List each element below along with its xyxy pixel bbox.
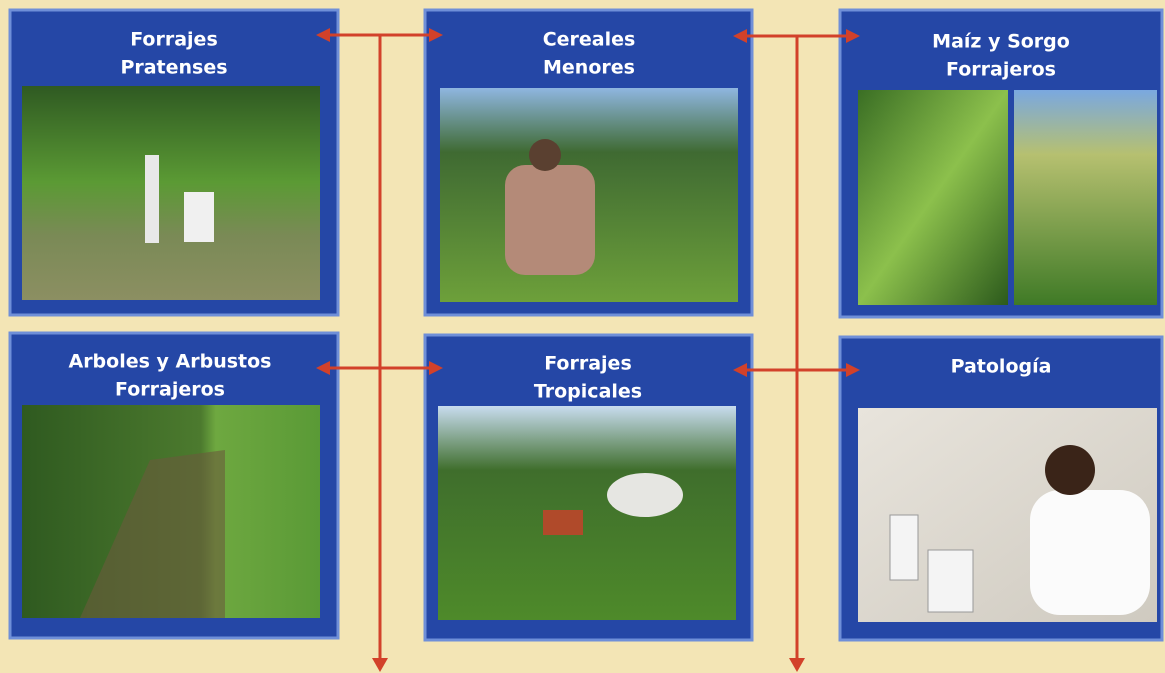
photo-figure xyxy=(145,155,159,243)
photo-figure xyxy=(505,165,595,275)
panel: Patología xyxy=(840,337,1162,640)
photo-figure xyxy=(890,515,918,580)
panel: Arboles y Arbustos Forrajeros xyxy=(10,333,338,638)
panel: Maíz y Sorgo Forrajeros xyxy=(840,10,1162,317)
panel-title: Pratenses xyxy=(120,57,227,79)
panel-title: Arboles y Arbustos xyxy=(68,351,271,373)
panel-title: Menores xyxy=(543,57,635,79)
panel-title: Forrajeros xyxy=(946,59,1056,81)
photo-figure xyxy=(184,192,214,242)
panel: Cereales Menores xyxy=(425,10,752,315)
panel-title: Maíz y Sorgo xyxy=(932,31,1070,53)
photo-figure xyxy=(1045,445,1095,495)
photo xyxy=(438,406,736,620)
panel-title: Forrajeros xyxy=(115,379,225,401)
photo-figure xyxy=(928,550,973,612)
arrowhead xyxy=(372,658,388,672)
diagram: Forrajes Pratenses Cereales Menores Maíz… xyxy=(0,0,1165,673)
panel: Forrajes Tropicales xyxy=(425,335,752,640)
photo-figure xyxy=(529,139,561,171)
photo-figure xyxy=(1030,490,1150,615)
photo xyxy=(1014,90,1157,305)
panel-title: Forrajes xyxy=(544,353,632,375)
arrowhead xyxy=(789,658,805,672)
panel-title: Patología xyxy=(951,356,1052,378)
photo-figure xyxy=(543,510,583,535)
panel: Forrajes Pratenses xyxy=(10,10,338,315)
panel-title: Forrajes xyxy=(130,29,218,51)
photo xyxy=(22,86,320,300)
photo-figure xyxy=(607,473,683,517)
panel-title: Tropicales xyxy=(534,381,642,403)
panel-title: Cereales xyxy=(543,29,636,51)
photo xyxy=(858,90,1008,305)
